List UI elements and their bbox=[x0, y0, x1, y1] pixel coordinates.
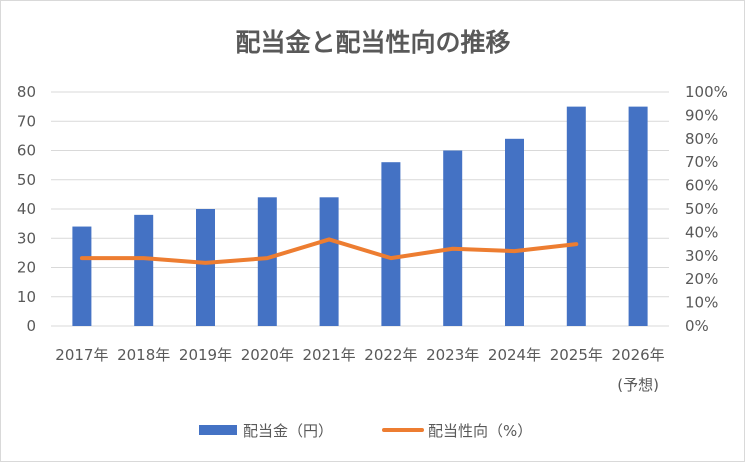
x-tick-label: 2023年 bbox=[426, 346, 479, 364]
x-axis: 2017年 2018年 2019年 2020年 2021年 2022年 2023年 2024年… bbox=[55, 346, 664, 394]
x-tick-label: 2019年 bbox=[179, 346, 232, 364]
legend-label-bar: 配当金（円） bbox=[243, 422, 333, 440]
y-tick-label-right: 20% bbox=[685, 270, 718, 288]
y-tick-label-right: 70% bbox=[685, 153, 718, 171]
y-tick-label-right: 100% bbox=[685, 83, 728, 101]
bar bbox=[566, 106, 586, 326]
bar bbox=[72, 226, 92, 326]
bar bbox=[443, 150, 463, 326]
y-tick-label-right: 90% bbox=[685, 106, 718, 124]
y-tick-label-left: 70 bbox=[17, 112, 36, 130]
x-tick-label: 2017年 bbox=[55, 346, 108, 364]
bar bbox=[628, 106, 648, 326]
y-tick-label-right: 10% bbox=[685, 294, 718, 312]
y-tick-label-right: 80% bbox=[685, 130, 718, 148]
bar-series bbox=[72, 106, 648, 326]
gridlines bbox=[51, 91, 669, 327]
line-series bbox=[79, 237, 579, 265]
y-tick-label-left: 80 bbox=[17, 83, 36, 101]
bar bbox=[196, 209, 215, 326]
legend: 配当金（円） 配当性向（%） bbox=[199, 422, 532, 440]
x-tick-label: 2020年 bbox=[241, 346, 294, 364]
x-tick-label: 2026年 bbox=[612, 346, 665, 364]
y-axis-left: 0 10 20 30 40 50 60 70 80 bbox=[17, 83, 36, 335]
y-tick-label-left: 30 bbox=[17, 229, 36, 247]
y-axis-right: 0% 10% 20% 30% 40% 50% 60% 70% 80% 90% 100% bbox=[685, 83, 728, 335]
chart-title: 配当金と配当性向の推移 bbox=[235, 28, 510, 57]
x-tick-label: 2024年 bbox=[488, 346, 541, 364]
x-tick-label: 2021年 bbox=[303, 346, 356, 364]
bar bbox=[319, 197, 339, 326]
x-tick-label: 2025年 bbox=[550, 346, 603, 364]
y-tick-label-left: 20 bbox=[17, 259, 36, 277]
y-tick-label-left: 60 bbox=[17, 142, 36, 160]
x-tick-label: 2018年 bbox=[117, 346, 170, 364]
y-tick-label-left: 40 bbox=[17, 200, 36, 218]
bar bbox=[381, 162, 401, 326]
legend-label-line: 配当性向（%） bbox=[428, 422, 532, 440]
bar bbox=[134, 214, 154, 326]
x-tick-label: 2022年 bbox=[364, 346, 417, 364]
y-tick-label-right: 0% bbox=[685, 317, 709, 335]
y-tick-label-right: 50% bbox=[685, 200, 718, 218]
legend-swatch-bar bbox=[199, 425, 237, 435]
bar bbox=[505, 138, 524, 326]
y-tick-label-right: 40% bbox=[685, 223, 718, 241]
x-tick-sublabel: (予想) bbox=[617, 376, 659, 394]
bar bbox=[257, 197, 277, 326]
y-tick-label-left: 0 bbox=[26, 317, 36, 335]
y-tick-label-left: 50 bbox=[17, 171, 36, 189]
y-tick-label-left: 10 bbox=[17, 288, 36, 306]
y-tick-label-right: 30% bbox=[685, 247, 718, 265]
y-tick-label-right: 60% bbox=[685, 177, 718, 195]
